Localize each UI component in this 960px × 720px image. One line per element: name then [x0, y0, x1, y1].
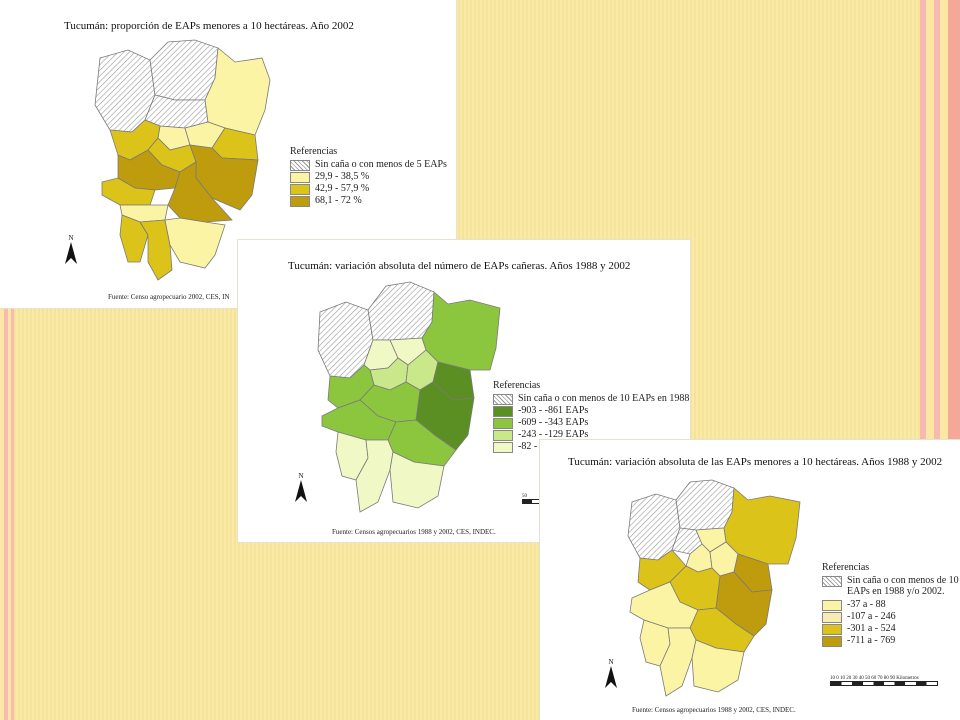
map1-svg: [94, 39, 271, 281]
legend-label: -301 a - 524: [847, 623, 896, 634]
map1-region-center-n: [144, 94, 209, 129]
map2-title: Tucumán: variación absoluta del número d…: [288, 260, 631, 272]
decorative-stripes-left: [0, 308, 14, 720]
map1-title: Tucumán: proporción de EAPs menores a 10…: [64, 20, 354, 32]
map3-legend-item: -107 a - 246: [822, 611, 960, 623]
legend-swatch: [493, 394, 513, 405]
map1-region-c4: [167, 161, 233, 223]
map2-scale: 50: [522, 494, 542, 504]
legend-swatch: [493, 430, 513, 441]
north-arrow-icon: [295, 480, 307, 502]
map2-legend-item: -903 - -861 EAPs: [493, 405, 689, 417]
map1-legend: Referencias Sin caña o con menos de 5 EA…: [290, 146, 447, 207]
map2-legend-title: Referencias: [493, 380, 541, 391]
north-arrow-icon: [605, 666, 617, 688]
legend-swatch: [822, 624, 842, 635]
map1-source: Fuente: Censo agropecuario 2002, CES, IN: [108, 293, 230, 301]
map-panel-1: Tucumán: proporción de EAPs menores a 10…: [0, 0, 456, 308]
map3-legend-item: Sin caña o con menos de 10 EAPs en 1988 …: [822, 575, 960, 599]
legend-label: Sin caña o con menos de 10 EAPs en 1988: [518, 393, 690, 404]
map1-legend-item: 68,1 - 72 %: [290, 195, 447, 207]
map3-legend-item: -301 a - 524: [822, 623, 960, 635]
map3-source: Fuente: Censos agropecuarios 1988 y 2002…: [632, 706, 796, 714]
legend-label: -107 a - 246: [847, 611, 896, 622]
map1-region-s3: [164, 217, 226, 269]
map3-region-ne: [723, 487, 801, 565]
legend-label: -37 a - 88: [847, 599, 886, 610]
map2-region-s2: [355, 439, 394, 513]
map3-legend-item: -37 a - 88: [822, 599, 960, 611]
legend-label: -609 - -343 EAPs: [518, 417, 589, 428]
map1-legend-title: Referencias: [290, 146, 338, 157]
scale-ticks: 10 0 10 20 30 40 50 60 70 80 90 Kilometr…: [830, 676, 919, 681]
map2-region-s3: [389, 451, 445, 509]
legend-label: -903 - -861 EAPs: [518, 405, 589, 416]
map3-svg: [627, 479, 801, 697]
map3-region-s2: [659, 627, 697, 697]
north-label: N: [608, 658, 614, 666]
map3-scale: 10 0 10 20 30 40 50 60 70 80 90 Kilometr…: [830, 676, 938, 686]
legend-label: 29,9 - 38,5 %: [315, 171, 370, 182]
legend-label: -711 a - 769: [847, 635, 896, 646]
map-panel-3: Tucumán: variación absoluta de las EAPs …: [540, 440, 960, 720]
legend-swatch: [290, 184, 310, 195]
scale-bar: [522, 499, 542, 504]
map3-title: Tucumán: variación absoluta de las EAPs …: [568, 456, 943, 468]
legend-swatch: [822, 636, 842, 647]
legend-swatch: [493, 406, 513, 417]
north-arrow-icon: [65, 242, 77, 264]
map3-north-arrow: N: [604, 658, 618, 690]
legend-label: 68,1 - 72 %: [315, 195, 362, 206]
legend-swatch: [822, 612, 842, 623]
map2-region-n: [367, 281, 435, 341]
legend-label: 42,9 - 57,9 %: [315, 183, 370, 194]
legend-swatch: [290, 160, 310, 171]
legend-label: -82 - 2: [518, 441, 545, 452]
legend-swatch: [290, 172, 310, 183]
legend-swatch: [493, 418, 513, 429]
map2-legend-item: Sin caña o con menos de 10 EAPs en 1988: [493, 393, 689, 405]
map3-legend-item: -711 a - 769: [822, 635, 960, 647]
legend-label: Sin caña o con menos de 10 EAPs en 1988 …: [847, 575, 959, 597]
legend-label: -243 - -129 EAPs: [518, 429, 589, 440]
legend-swatch: [822, 600, 842, 611]
legend-swatch: [290, 196, 310, 207]
legend-label: Sin caña o con menos de 5 EAPs: [315, 159, 447, 170]
north-label: N: [298, 472, 304, 480]
map2-north-arrow: N: [294, 472, 308, 504]
north-label: N: [68, 234, 74, 242]
legend-swatch: [822, 576, 842, 587]
map2-legend: Referencias Sin caña o con menos de 10 E…: [493, 380, 689, 453]
map2-legend-item: -243 - -129 EAPs: [493, 429, 689, 441]
map2-svg: [317, 281, 501, 513]
scale-label: 50: [522, 494, 527, 499]
map3-legend-title: Referencias: [822, 562, 870, 573]
map1-legend-item: Sin caña o con menos de 5 EAPs: [290, 159, 447, 171]
map3-legend: Referencias Sin caña o con menos de 10 E…: [822, 562, 960, 647]
map1-legend-item: 42,9 - 57,9 %: [290, 183, 447, 195]
map2-legend-item: -82 - 2: [493, 441, 689, 453]
map1-region-n: [149, 39, 219, 101]
map1-north-arrow: N: [64, 234, 78, 266]
map1-legend-item: 29,9 - 38,5 %: [290, 171, 447, 183]
map2-source: Fuente: Censos agropecuarios 1988 y 2002…: [332, 528, 496, 536]
map1-region-w3: [101, 177, 156, 206]
legend-swatch: [493, 442, 513, 453]
map2-region-ne: [421, 291, 501, 371]
scale-bar: [830, 681, 938, 686]
map2-legend-item: -609 - -343 EAPs: [493, 417, 689, 429]
map3-region-s3: [691, 639, 745, 693]
map3-region-n: [675, 479, 735, 531]
